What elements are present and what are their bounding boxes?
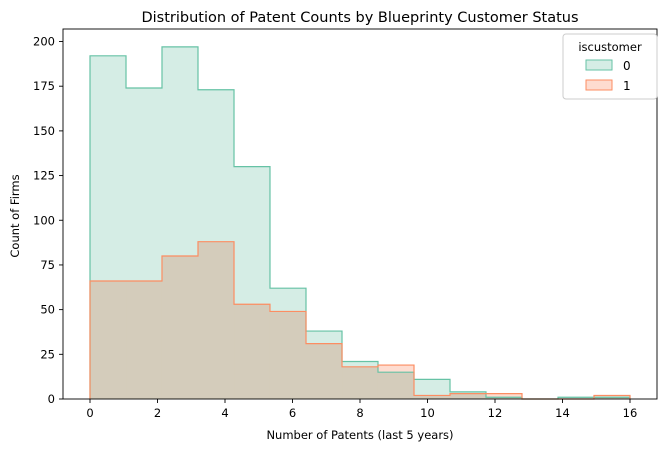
bar-s1-bin10 — [450, 393, 486, 399]
bar-s1-bin3 — [198, 241, 235, 399]
y-tick-label-75: 75 — [40, 258, 55, 272]
bars-layer — [89, 46, 631, 400]
x-tick-label-12: 12 — [488, 406, 503, 420]
y-tick-label-0: 0 — [48, 392, 55, 406]
bar-s1-bin4 — [234, 304, 270, 399]
bar-s1-bin8 — [377, 365, 414, 399]
y-tick-label-175: 175 — [33, 79, 55, 93]
bar-s1-bin6 — [306, 343, 343, 399]
y-tick-label-50: 50 — [40, 303, 55, 317]
x-tick-label-0: 0 — [86, 406, 93, 420]
y-tick-label-200: 200 — [33, 35, 55, 49]
x-axis-label: Number of Patents (last 5 years) — [266, 428, 453, 442]
x-tick-label-2: 2 — [154, 406, 161, 420]
bar-s1-bin1 — [126, 281, 162, 399]
x-tick-label-6: 6 — [289, 406, 296, 420]
y-tick-label-100: 100 — [33, 213, 55, 227]
x-tick-label-10: 10 — [420, 406, 435, 420]
bar-s1-bin9 — [414, 395, 451, 399]
y-axis-label: Count of Firms — [8, 174, 22, 257]
bar-s1-bin11 — [485, 393, 522, 399]
legend-title: iscustomer — [578, 40, 642, 54]
bar-s0-bin9 — [414, 379, 451, 399]
y-tick-label-125: 125 — [33, 169, 55, 183]
legend-swatch-0 — [585, 59, 613, 71]
x-tick-label-14: 14 — [555, 406, 570, 420]
bar-s1-bin7 — [342, 366, 378, 399]
bar-s1-bin0 — [90, 281, 127, 399]
y-tick-label-150: 150 — [33, 124, 55, 138]
bar-s1-bin2 — [161, 256, 198, 399]
legend-swatch-1 — [585, 79, 613, 91]
legend: iscustomer 0 1 — [562, 33, 658, 100]
y-tick-label-25: 25 — [40, 347, 55, 361]
x-tick-label-4: 4 — [221, 406, 228, 420]
bar-s0-bin13 — [558, 397, 594, 399]
x-tick-label-8: 8 — [356, 406, 363, 420]
bar-s1-bin5 — [269, 311, 306, 399]
legend-label-1: 1 — [623, 79, 631, 93]
legend-label-0: 0 — [623, 59, 631, 73]
chart-title: Distribution of Patent Counts by Bluepri… — [141, 10, 578, 26]
x-tick-label-16: 16 — [623, 406, 638, 420]
